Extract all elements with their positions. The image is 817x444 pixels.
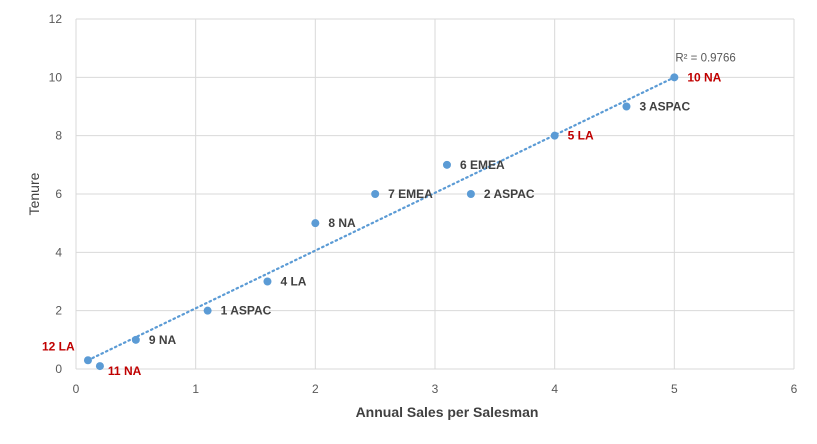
y-tick-label: 4 [55,245,62,259]
trendline [86,76,676,362]
x-axis-ticks: 0 1 2 3 4 5 6 [73,382,798,396]
data-label: 7 EMEA [388,187,433,201]
data-label: 6 EMEA [460,158,505,172]
data-point [466,190,475,198]
data-label: 5 LA [568,129,594,143]
data-point [442,160,451,169]
data-point [83,356,92,365]
data-label: 4 LA [280,275,306,289]
data-points [83,73,679,371]
y-tick-label: 12 [49,12,63,26]
data-point [371,190,380,198]
x-tick-label: 5 [671,382,678,396]
x-tick-label: 1 [192,382,199,396]
x-tick-label: 4 [551,382,558,396]
data-point [311,219,320,228]
y-tick-label: 10 [49,70,63,84]
data-label: 12 LA [42,339,75,353]
data-point [622,102,631,111]
data-point [670,73,679,82]
data-labels: 1 ASPAC 2 ASPAC 3 ASPAC 4 LA 5 LA 6 EMEA 7 EME… [42,70,722,378]
data-point [95,362,104,371]
data-point [131,335,140,344]
r-squared-label: R² = 0.9766 [675,52,735,64]
y-tick-label: 0 [55,362,62,376]
data-label: 11 NA [108,364,142,378]
x-tick-label: 2 [312,382,319,396]
data-label: 8 NA [328,216,356,230]
data-label: 1 ASPAC [221,304,272,318]
x-tick-label: 6 [791,382,798,396]
y-axis-title: Tenure [26,172,42,215]
x-tick-label: 0 [73,382,80,396]
data-point [263,277,272,286]
data-label: 9 NA [149,333,177,347]
x-tick-label: 3 [432,382,439,396]
data-label: 3 ASPAC [639,100,690,114]
y-tick-label: 2 [55,304,62,318]
x-axis-title: Annual Sales per Salesman [356,404,539,420]
data-label: 10 NA [687,70,721,84]
data-label: 2 ASPAC [484,187,535,201]
data-point [203,306,212,315]
y-axis-ticks: 0 2 4 6 8 10 12 [49,12,63,376]
data-point [550,131,559,140]
y-tick-label: 6 [55,187,62,201]
y-tick-label: 8 [55,129,62,143]
